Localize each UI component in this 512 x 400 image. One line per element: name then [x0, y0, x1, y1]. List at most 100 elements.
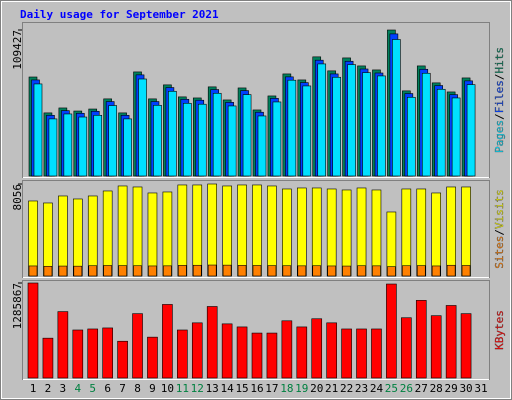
legend-entry: Visits: [493, 189, 506, 229]
x-tick-label: 22: [340, 382, 353, 395]
x-tick-label: 19: [295, 382, 308, 395]
bar: [386, 283, 397, 379]
bar: [460, 313, 472, 379]
bar: [326, 322, 337, 379]
bar: [191, 322, 203, 379]
x-tick-label: 1: [30, 382, 37, 395]
x-tick-label: 4: [74, 382, 81, 395]
bar: [372, 265, 381, 277]
bar: [192, 184, 203, 277]
x-tick-label: 11: [176, 382, 189, 395]
bar: [28, 265, 38, 277]
bar: [117, 340, 128, 379]
bar: [421, 72, 431, 177]
legend-separator: /: [493, 229, 506, 236]
legend-separator: /: [493, 113, 506, 120]
x-tick-label: 25: [385, 382, 398, 395]
bar: [206, 306, 218, 379]
legend-entry: Pages: [493, 120, 506, 153]
x-tick-label: 31: [474, 382, 487, 395]
bar: [371, 328, 382, 379]
chart-title: Daily usage for September 2021: [20, 8, 219, 21]
bar: [162, 304, 173, 379]
bar: [311, 187, 322, 277]
x-tick-label: 2: [45, 382, 52, 395]
bar: [123, 118, 132, 177]
bar: [197, 103, 207, 177]
x-tick-label: 24: [370, 382, 384, 395]
bar: [42, 337, 54, 379]
bar: [207, 264, 217, 277]
bar: [57, 311, 69, 379]
bar: [466, 84, 476, 177]
bar: [162, 191, 173, 277]
bar: [272, 101, 282, 177]
bar: [192, 264, 202, 277]
bar: [58, 265, 68, 277]
x-tick-label: 18: [280, 382, 293, 395]
bar: [133, 265, 142, 277]
bar: [117, 185, 128, 277]
legend-entry: Sites: [493, 236, 506, 269]
legend-entry: Files: [493, 80, 506, 113]
bar: [33, 83, 43, 177]
bar: [118, 265, 127, 277]
bar: [222, 264, 232, 277]
bar: [147, 192, 158, 277]
bar: [252, 265, 262, 277]
bar: [356, 187, 367, 277]
bar: [347, 64, 356, 177]
y-tick-label: 109427: [11, 30, 24, 70]
bar: [446, 186, 456, 277]
bar: [436, 88, 446, 177]
legend: KBytes: [493, 310, 506, 350]
bar: [252, 184, 262, 277]
bar: [342, 265, 351, 277]
bar: [58, 195, 68, 277]
bar: [282, 188, 292, 277]
bar: [221, 323, 233, 379]
x-tick-label: 9: [149, 382, 156, 395]
bar: [267, 265, 277, 277]
x-tick-label: 27: [415, 382, 428, 395]
bar: [431, 265, 441, 277]
bar: [326, 188, 337, 277]
bar: [132, 186, 143, 277]
x-tick-label: 28: [430, 382, 443, 395]
bar: [431, 192, 442, 277]
bar: [212, 92, 222, 177]
bar: [207, 183, 217, 277]
bar: [387, 266, 396, 277]
bar: [357, 265, 366, 277]
x-tick-label: 29: [445, 382, 458, 395]
bar: [48, 118, 58, 177]
bar: [287, 79, 297, 177]
bar: [183, 102, 192, 177]
x-tick-label: 23: [355, 382, 368, 395]
bar: [451, 97, 461, 177]
bar: [392, 39, 401, 177]
x-tick-label: 21: [325, 382, 338, 395]
x-tick-label: 3: [60, 382, 67, 395]
bar: [73, 198, 83, 277]
bar: [27, 282, 39, 379]
bar: [87, 328, 99, 379]
x-tick-label: 8: [134, 382, 141, 395]
bar: [296, 326, 308, 379]
bar: [103, 265, 112, 277]
bar: [177, 329, 188, 379]
x-tick-label: 30: [459, 382, 472, 395]
bar: [445, 305, 457, 379]
bar: [416, 265, 426, 277]
legend-entry: KBytes: [493, 310, 506, 350]
bar: [227, 105, 237, 177]
bar: [148, 265, 157, 277]
bar: [138, 78, 147, 177]
x-tick-label: 10: [161, 382, 174, 395]
bar: [63, 113, 73, 177]
legend-separator: /: [493, 74, 506, 81]
bar: [281, 320, 293, 379]
bar: [132, 313, 143, 379]
y-tick-label: 1285867: [11, 283, 24, 329]
bar: [87, 195, 98, 277]
